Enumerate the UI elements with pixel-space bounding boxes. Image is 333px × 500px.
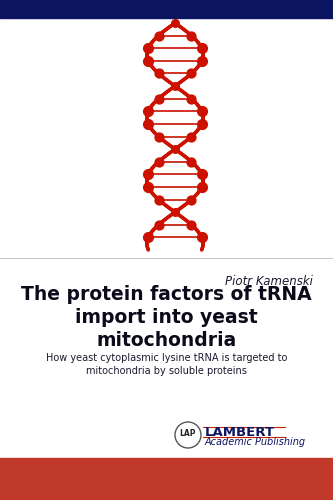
Point	[199, 234, 204, 241]
Point	[172, 19, 178, 27]
Text: Academic Publishing: Academic Publishing	[205, 437, 306, 447]
Text: The protein factors of tRNA
import into yeast
mitochondria: The protein factors of tRNA import into …	[21, 285, 312, 350]
Point	[189, 94, 194, 102]
Point	[189, 70, 194, 78]
Point	[189, 132, 194, 140]
Point	[172, 82, 178, 90]
Point	[189, 158, 194, 166]
Point	[156, 94, 161, 102]
Point	[172, 82, 178, 90]
Point	[156, 196, 161, 203]
Text: LAP: LAP	[180, 428, 196, 438]
Point	[146, 234, 151, 241]
Point	[199, 183, 204, 191]
Text: How yeast cytoplasmic lysine tRNA is targeted to
mitochondria by soluble protein: How yeast cytoplasmic lysine tRNA is tar…	[46, 353, 287, 376]
Point	[172, 208, 178, 216]
Point	[146, 120, 151, 128]
Point	[172, 19, 178, 27]
Point	[172, 208, 178, 216]
Point	[199, 108, 204, 116]
Point	[156, 158, 161, 166]
Point	[146, 44, 151, 52]
Point	[146, 170, 151, 178]
Point	[156, 32, 161, 40]
Point	[146, 183, 151, 191]
Bar	[0, 0, 333, 18]
Point	[189, 221, 194, 229]
Point	[172, 145, 178, 153]
Point	[156, 221, 161, 229]
Point	[146, 108, 151, 116]
Point	[189, 196, 194, 203]
Text: Piotr Kamenski: Piotr Kamenski	[225, 275, 313, 288]
Point	[172, 145, 178, 153]
Point	[199, 57, 204, 65]
Point	[199, 44, 204, 52]
Point	[199, 170, 204, 178]
Text: LAMBERT: LAMBERT	[205, 426, 275, 438]
Bar	[0, 18, 333, 258]
Point	[189, 32, 194, 40]
Point	[146, 57, 151, 65]
Point	[156, 70, 161, 78]
Point	[199, 120, 204, 128]
Point	[156, 132, 161, 140]
Bar	[0, 458, 333, 500]
